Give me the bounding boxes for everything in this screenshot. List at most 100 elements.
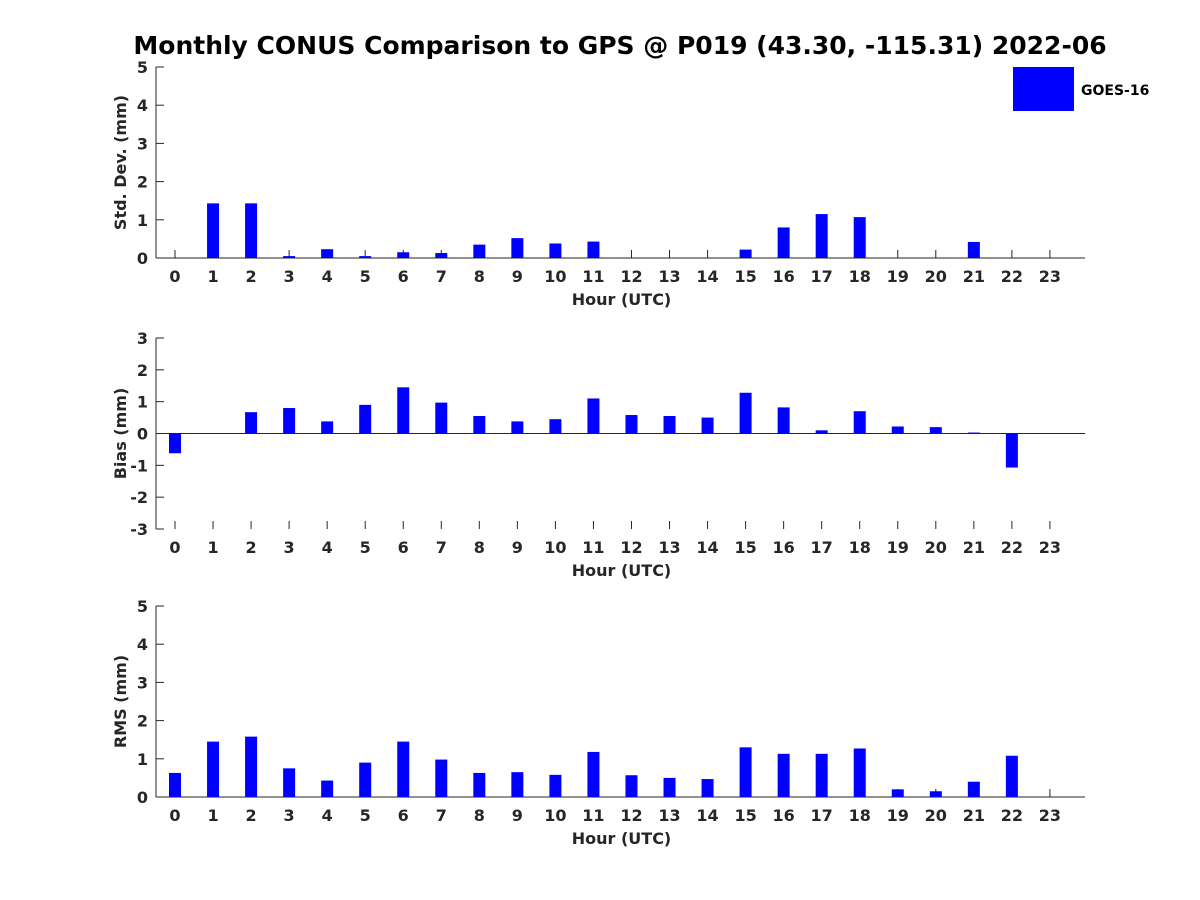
x-tick-label: 23 [1039,267,1061,286]
bar-hour-11 [587,398,600,434]
x-tick-label: 16 [773,806,795,825]
x-tick-label: 2 [246,806,257,825]
bar-hour-5 [359,404,372,434]
bar-hour-3 [283,768,296,797]
x-tick-label: 9 [512,806,523,825]
x-tick-label: 10 [544,267,566,286]
bar-hour-9 [511,421,524,434]
bar-hour-22 [1005,755,1018,797]
y-axis-label: RMS (mm) [111,655,130,748]
x-axis-label: Hour (UTC) [572,290,672,309]
bar-hour-14 [701,417,714,434]
bar-hour-16 [777,227,790,258]
x-tick-label: 17 [811,806,833,825]
x-tick-label: 22 [1001,806,1023,825]
x-tick-label: 13 [658,806,680,825]
x-tick-label: 9 [512,267,523,286]
x-tick-label: 14 [696,267,718,286]
bar-hour-17 [815,430,828,434]
x-tick-label: 22 [1001,538,1023,557]
x-tick-label: 3 [284,538,295,557]
x-tick-label: 8 [474,267,485,286]
x-tick-label: 0 [169,267,180,286]
x-tick-label: 7 [436,538,447,557]
x-tick-label: 10 [544,538,566,557]
bar-hour-20 [929,791,942,797]
bar-hour-22 [1005,433,1018,468]
y-tick-label: 1 [137,211,148,230]
x-tick-label: 23 [1039,538,1061,557]
x-tick-label: 9 [512,538,523,557]
bar-hour-3 [283,408,296,434]
bar-hour-21 [967,432,980,434]
bar-hour-3 [283,256,296,258]
x-tick-label: 20 [925,806,947,825]
bar-hour-20 [929,427,942,434]
x-tick-label: 21 [963,538,985,557]
x-tick-label: 3 [284,267,295,286]
bar-hour-15 [739,747,752,797]
x-tick-label: 6 [398,538,409,557]
y-tick-label: 3 [137,134,148,153]
bar-hour-18 [853,411,866,434]
legend-label: GOES-16 [1081,83,1149,99]
bar-hour-16 [777,753,790,797]
x-tick-label: 17 [811,267,833,286]
y-tick-label: 1 [137,750,148,769]
y-tick-label: 2 [137,173,148,192]
bar-hour-21 [967,781,980,797]
x-tick-label: 2 [246,538,257,557]
x-tick-label: 11 [582,267,604,286]
bar-hour-17 [815,753,828,797]
bar-hour-9 [511,238,524,258]
x-tick-label: 8 [474,538,485,557]
bar-hour-4 [321,421,334,434]
bar-hour-1 [207,203,220,258]
x-axis-label: Hour (UTC) [572,829,672,848]
x-tick-label: 6 [398,806,409,825]
x-tick-label: 17 [811,538,833,557]
bar-hour-12 [625,775,638,797]
bar-hour-13 [663,777,676,797]
bar-hour-10 [549,774,562,797]
y-axis-label: Bias (mm) [111,388,130,480]
x-tick-label: 23 [1039,806,1061,825]
x-tick-label: 12 [620,806,642,825]
x-tick-label: 1 [207,538,218,557]
y-tick-label: 5 [137,597,148,616]
y-tick-label: 2 [137,712,148,731]
bar-hour-8 [473,772,486,797]
x-tick-label: 14 [696,538,718,557]
x-tick-label: 15 [734,267,756,286]
x-tick-label: 18 [849,538,871,557]
x-tick-label: 8 [474,806,485,825]
x-tick-label: 4 [322,267,333,286]
legend-swatch [1013,67,1074,111]
y-tick-label: 0 [137,249,148,268]
x-tick-label: 5 [360,538,371,557]
bar-hour-0 [169,433,181,454]
x-tick-label: 7 [436,806,447,825]
x-tick-label: 14 [696,806,718,825]
bar-hour-19 [891,789,904,797]
x-tick-label: 1 [207,267,218,286]
x-tick-label: 2 [246,267,257,286]
bar-hour-11 [587,241,600,258]
bar-hour-7 [435,402,448,434]
x-tick-label: 15 [734,538,756,557]
bar-hour-11 [587,751,600,797]
y-tick-label: 3 [137,329,148,348]
bar-hour-2 [245,203,258,258]
bar-hour-2 [245,736,258,797]
x-tick-label: 21 [963,267,985,286]
bar-hour-14 [701,779,714,797]
bar-hour-17 [815,214,828,258]
x-tick-label: 19 [887,806,909,825]
bar-hour-15 [739,392,752,434]
x-tick-label: 6 [398,267,409,286]
x-tick-label: 0 [169,538,180,557]
x-tick-label: 19 [887,267,909,286]
